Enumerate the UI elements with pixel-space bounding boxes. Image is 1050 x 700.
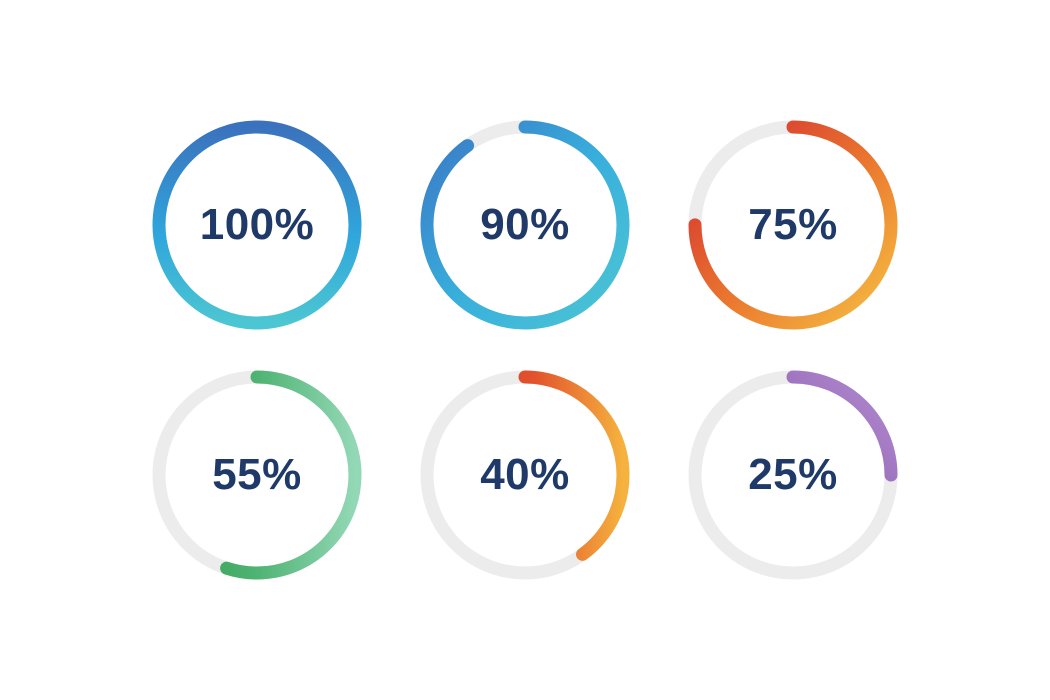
ring-progress-arc — [152, 120, 362, 330]
progress-ring-100: 100% — [152, 120, 362, 330]
progress-ring-40: 40% — [420, 370, 630, 580]
progress-percentage-label: 90% — [480, 200, 570, 249]
progress-ring-svg — [688, 120, 898, 330]
ring-progress-arc — [420, 120, 630, 330]
progress-ring-svg — [688, 370, 898, 580]
progress-ring-25: 25% — [688, 370, 898, 580]
progress-percentage-label: 55% — [212, 450, 302, 499]
progress-percentage-label: 25% — [748, 450, 838, 499]
progress-percentage-label: 40% — [480, 450, 570, 499]
ring-progress-arc — [688, 120, 898, 330]
ring-progress-arc — [688, 370, 898, 580]
progress-percentage-label: 75% — [748, 200, 838, 249]
ring-progress-arc — [420, 370, 630, 580]
progress-ring-75: 75% — [688, 120, 898, 330]
progress-percentage-label: 100% — [199, 200, 315, 249]
progress-ring-90: 90% — [420, 120, 630, 330]
progress-ring-svg — [152, 120, 362, 330]
ring-progress-arc — [152, 370, 362, 580]
progress-ring-svg — [420, 120, 630, 330]
progress-ring-svg — [152, 370, 362, 580]
progress-ring-svg — [420, 370, 630, 580]
progress-ring-55: 55% — [152, 370, 362, 580]
